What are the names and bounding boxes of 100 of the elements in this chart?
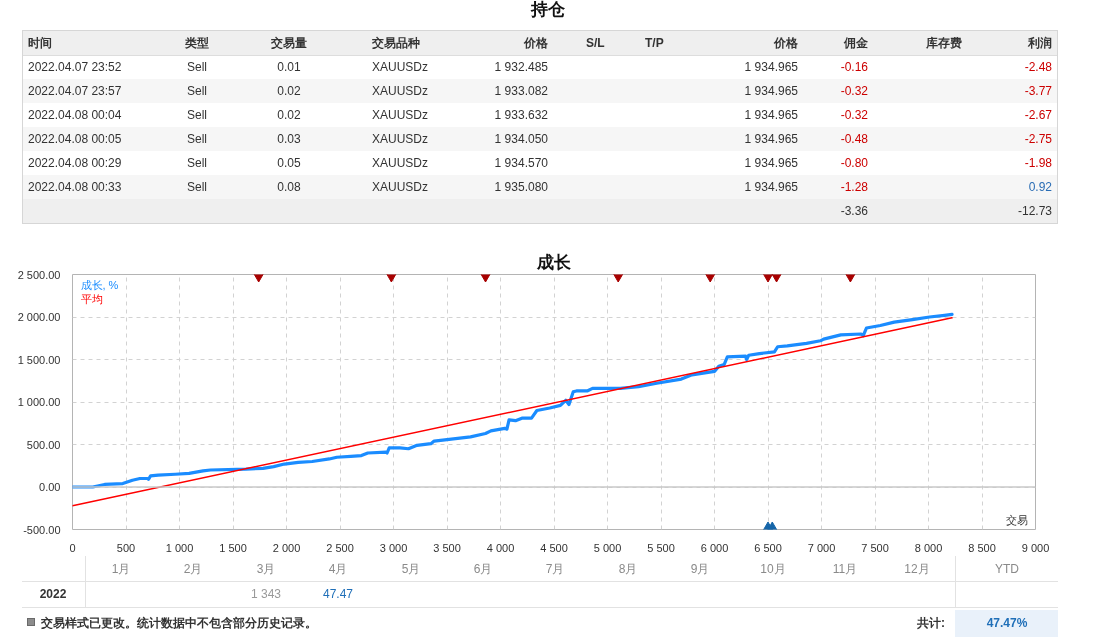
text: 1 935.080 <box>494 180 548 194</box>
x-tick-label: 9 000 <box>1021 541 1050 554</box>
text: 0.08 <box>277 180 301 194</box>
text: 2022.04.07 23:52 <box>28 60 122 74</box>
x-tick-label: 5月 <box>401 561 421 577</box>
data-label: 1 343 <box>250 586 282 602</box>
text: -0.80 <box>840 156 868 170</box>
x-tick-label: 11月 <box>832 561 858 577</box>
category-label: 交易品种 <box>372 35 420 51</box>
text: 成长, % <box>80 278 119 291</box>
x-tick-label: 4月 <box>328 561 348 577</box>
text: 2022.04.08 00:05 <box>28 132 122 146</box>
chart-title: 成长 <box>536 252 572 272</box>
x-tick-label: 6 000 <box>700 541 729 554</box>
x-tick-label: 3 000 <box>379 541 408 554</box>
text: 1 934.965 <box>744 156 798 170</box>
x-tick-label: 12月 <box>904 561 930 577</box>
category-label: S/L <box>586 35 605 51</box>
category-label: 利润 <box>1028 35 1052 51</box>
x-tick-label: 7月 <box>545 561 565 577</box>
text: XAUUSDz <box>372 132 429 146</box>
x-axis-title: 交易 <box>1005 513 1028 526</box>
text: 1 933.632 <box>494 108 548 122</box>
text: -0.16 <box>840 60 868 74</box>
text: XAUUSDz <box>372 84 429 98</box>
x-tick-label: 5 500 <box>647 541 675 554</box>
x-tick-label: 8 000 <box>914 541 943 554</box>
text: Sell <box>186 156 208 170</box>
y-tick-label: 1 000.00 <box>17 396 61 408</box>
text: 1 934.965 <box>744 60 798 74</box>
text: Sell <box>186 60 208 74</box>
data-label: 47.47 <box>322 586 354 602</box>
x-tick-label: 3 500 <box>433 541 461 554</box>
y-tick-label: 1 500.00 <box>17 353 61 366</box>
text: -3.77 <box>1024 84 1052 98</box>
text: 1 934.965 <box>744 180 798 194</box>
text: Sell <box>186 180 208 194</box>
text: -0.32 <box>840 84 868 98</box>
x-tick-label: 0 <box>69 541 76 554</box>
category-label: 交易量 <box>271 35 307 51</box>
x-tick-label: 2月 <box>183 561 203 577</box>
text: 1 934.570 <box>494 156 548 170</box>
text: -2.48 <box>1024 60 1052 74</box>
text: 1 934.965 <box>744 132 798 146</box>
category-label: 价格 <box>774 35 798 51</box>
y-tick-label: -500.00 <box>23 523 61 536</box>
text: -1.98 <box>1024 156 1052 170</box>
text: 1 934.050 <box>494 132 548 146</box>
y-tick-label: 2 000.00 <box>17 311 61 323</box>
text: 0.92 <box>1028 180 1052 194</box>
x-tick-label: 1月 <box>111 561 131 577</box>
text: 2022.04.08 00:29 <box>28 156 122 170</box>
x-tick-label: 8 500 <box>968 541 996 554</box>
text: -2.75 <box>1024 132 1052 146</box>
text: 0.02 <box>277 84 301 98</box>
x-tick-label: 7 500 <box>861 541 889 554</box>
category-label: T/P <box>645 35 664 51</box>
text: XAUUSDz <box>372 108 429 122</box>
text: 1 933.082 <box>494 84 548 98</box>
text: Sell <box>186 108 208 122</box>
text: 1 932.485 <box>494 60 548 74</box>
x-tick-label: 2 500 <box>326 541 354 554</box>
text: 交易样式已更改。统计数据中不包含部分历史记录。 <box>41 615 317 631</box>
text: Sell <box>186 132 208 146</box>
text: 0.05 <box>277 156 301 170</box>
text: -0.32 <box>840 108 868 122</box>
text: 2022.04.07 23:57 <box>28 84 122 98</box>
category-label: 库存费 <box>926 35 962 51</box>
text: 47.47% <box>986 615 1028 631</box>
text: 平均 <box>80 292 103 305</box>
category-label: 佣金 <box>844 35 868 51</box>
text: 0.02 <box>277 108 301 122</box>
x-tick-label: 9月 <box>690 561 710 577</box>
text: -2.67 <box>1024 108 1052 122</box>
text: -0.48 <box>840 132 868 146</box>
x-tick-label: 500 <box>116 541 136 554</box>
category-label: 类型 <box>185 35 209 51</box>
text: 共计: <box>917 615 945 631</box>
x-tick-label: 7 000 <box>807 541 836 554</box>
text: XAUUSDz <box>372 156 429 170</box>
x-tick-label: 10月 <box>760 561 786 577</box>
x-tick-label: 6月 <box>473 561 493 577</box>
x-tick-label: 1 000 <box>165 541 194 554</box>
x-tick-label: 4 500 <box>540 541 568 554</box>
text: 2022.04.08 00:04 <box>28 108 122 122</box>
x-tick-label: 6 500 <box>754 541 782 554</box>
y-tick-label: 2022 <box>39 586 67 602</box>
text: 0.01 <box>277 60 301 74</box>
x-tick-label: 3月 <box>256 561 276 577</box>
x-tick-label: 1 500 <box>219 541 247 554</box>
y-tick-label: 0.00 <box>39 481 61 493</box>
text: 2022.04.08 00:33 <box>28 180 122 194</box>
category-label: 时间 <box>28 35 52 51</box>
x-tick-label: YTD <box>995 561 1019 577</box>
text: 持仓 <box>529 0 566 20</box>
x-tick-label: 8月 <box>618 561 638 577</box>
text: 0.03 <box>277 132 301 146</box>
text: -3.36 <box>840 204 868 218</box>
x-tick-label: 4 000 <box>486 541 515 554</box>
text: 1 934.965 <box>744 84 798 98</box>
